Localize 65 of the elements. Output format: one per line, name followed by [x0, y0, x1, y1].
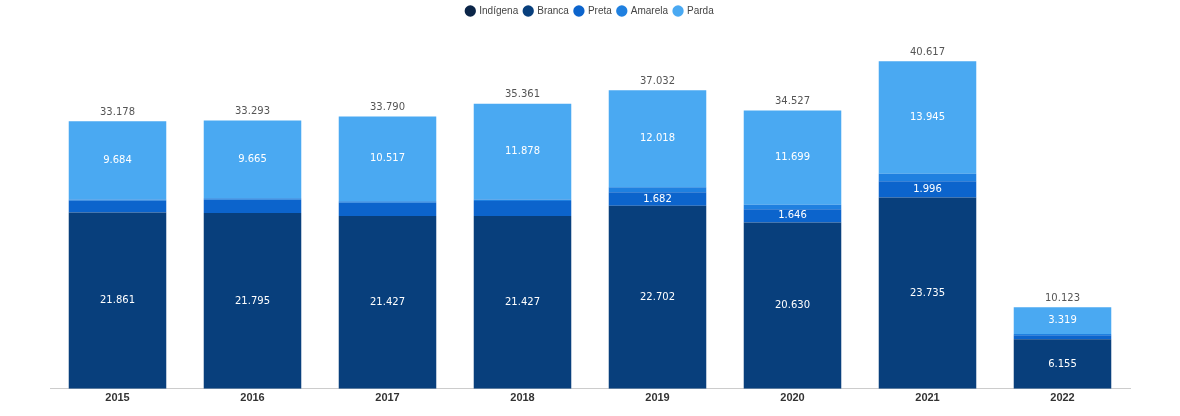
bar — [608, 90, 707, 188]
data-label: 9.684 — [103, 153, 132, 165]
legend-label: Amarela — [630, 4, 669, 16]
bar — [68, 212, 167, 389]
data-label: 1.682 — [643, 192, 672, 204]
x-tick-label: 2018 — [510, 391, 535, 404]
x-tick-label: 2021 — [915, 391, 940, 404]
bar — [338, 202, 437, 217]
bar — [203, 120, 302, 199]
bar — [473, 216, 572, 389]
x-tick-label: 2022 — [1050, 391, 1075, 404]
data-label: 21.427 — [505, 296, 540, 308]
bar — [473, 200, 572, 217]
data-label: 20.630 — [775, 299, 810, 311]
bar — [203, 213, 302, 389]
data-label: 10.517 — [370, 152, 405, 164]
total-label: 35.361 — [505, 88, 540, 100]
data-label: 22.702 — [640, 290, 675, 302]
x-tick-label: 2015 — [105, 391, 130, 404]
bar — [878, 197, 977, 389]
data-label: 1.646 — [778, 209, 807, 221]
x-tick-label: 2020 — [780, 391, 805, 404]
bar — [608, 192, 707, 206]
bar — [878, 61, 977, 174]
total-label: 34.527 — [775, 95, 810, 107]
data-label: 3.319 — [1048, 314, 1077, 326]
legend-label: Branca — [537, 4, 570, 16]
bar — [68, 121, 167, 200]
bar — [608, 187, 707, 193]
data-label: 21.861 — [100, 294, 135, 306]
bar — [1013, 307, 1112, 334]
bar — [203, 199, 302, 214]
legend-label: Indígena — [479, 4, 519, 16]
bar — [473, 103, 572, 200]
data-label: 6.155 — [1048, 357, 1077, 369]
data-label: 11.699 — [775, 151, 810, 163]
data-label: 21.795 — [235, 294, 270, 306]
total-label: 33.790 — [370, 100, 405, 112]
bar — [68, 200, 167, 213]
bar — [743, 110, 842, 205]
bar — [743, 222, 842, 389]
bar — [878, 173, 977, 182]
data-label: 9.665 — [238, 152, 267, 164]
data-label: 23.735 — [910, 286, 945, 298]
total-label: 10.123 — [1045, 291, 1080, 303]
legend-label: Parda — [687, 4, 715, 16]
bar — [1013, 335, 1112, 340]
total-label: 40.617 — [910, 45, 945, 57]
bar — [1013, 339, 1112, 389]
data-label: 1.996 — [913, 182, 942, 194]
total-label: 33.293 — [235, 104, 270, 116]
x-tick-label: 2016 — [240, 391, 265, 404]
bar — [338, 116, 437, 202]
data-label: 12.018 — [640, 132, 675, 144]
total-label: 33.178 — [100, 105, 135, 117]
x-tick-label: 2017 — [375, 391, 400, 404]
x-tick-label: 2019 — [645, 391, 670, 404]
total-label: 37.032 — [640, 74, 675, 86]
data-label: 21.427 — [370, 296, 405, 308]
bar — [338, 216, 437, 389]
data-label: 11.878 — [505, 145, 540, 157]
legend-label: Preta — [587, 4, 613, 16]
bar — [608, 205, 707, 389]
data-label: 13.945 — [910, 111, 945, 123]
bar — [878, 181, 977, 198]
